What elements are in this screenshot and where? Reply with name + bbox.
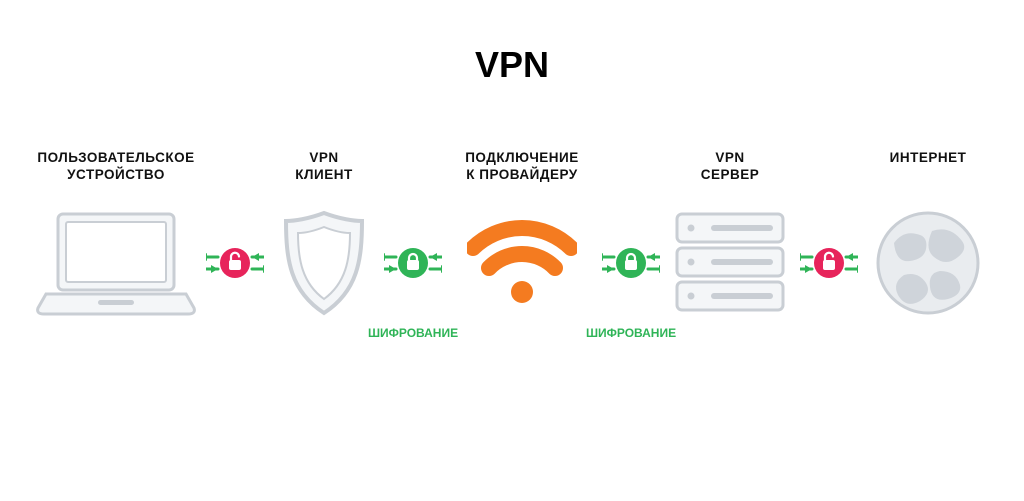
connector-device-client bbox=[206, 198, 264, 326]
label-line: КЛИЕНТ bbox=[295, 167, 352, 184]
wifi-icon-wrap bbox=[467, 198, 577, 328]
node-internet: ИНТЕРНЕТ bbox=[858, 150, 998, 328]
label-line: ИНТЕРНЕТ bbox=[890, 150, 967, 167]
connector-arrows bbox=[602, 198, 660, 328]
vpn-flow-diagram: ПОЛЬЗОВАТЕЛЬСКОЕУСТРОЙСТВО VPNКЛИЕНТ bbox=[0, 150, 1024, 340]
connector-arrows bbox=[384, 198, 442, 328]
node-server-label: VPNСЕРВЕР bbox=[701, 150, 760, 198]
node-client: VPNКЛИЕНТ bbox=[264, 150, 384, 328]
server-icon-wrap bbox=[671, 198, 789, 328]
label-line: VPN bbox=[701, 150, 760, 167]
server-icon bbox=[671, 208, 789, 318]
unlock-icon bbox=[206, 243, 264, 283]
node-device-label: ПОЛЬЗОВАТЕЛЬСКОЕУСТРОЙСТВО bbox=[37, 150, 194, 198]
lock-icon bbox=[384, 243, 442, 283]
node-client-label: VPNКЛИЕНТ bbox=[295, 150, 352, 198]
connector-label: ШИФРОВАНИЕ bbox=[586, 326, 676, 340]
connector-label: ШИФРОВАНИЕ bbox=[368, 326, 458, 340]
node-server: VPNСЕРВЕР bbox=[660, 150, 800, 328]
unlock-icon bbox=[800, 243, 858, 283]
connector-arrows bbox=[800, 198, 858, 328]
label-line: VPN bbox=[295, 150, 352, 167]
connector-arrows bbox=[206, 198, 264, 328]
globe-icon bbox=[874, 209, 982, 317]
shield-icon-wrap bbox=[280, 198, 368, 328]
connector-isp-server: ШИФРОВАНИЕ bbox=[602, 198, 660, 340]
label-line: К ПРОВАЙДЕРУ bbox=[465, 167, 579, 184]
laptop-icon bbox=[36, 208, 196, 318]
node-isp-label: ПОДКЛЮЧЕНИЕК ПРОВАЙДЕРУ bbox=[465, 150, 579, 198]
shield-icon bbox=[280, 209, 368, 317]
label-line: ПОЛЬЗОВАТЕЛЬСКОЕ bbox=[37, 150, 194, 167]
lock-icon bbox=[602, 243, 660, 283]
connector-server-internet bbox=[800, 198, 858, 326]
globe-icon-wrap bbox=[874, 198, 982, 328]
label-line: УСТРОЙСТВО bbox=[37, 167, 194, 184]
page-title: VPN bbox=[0, 44, 1024, 86]
connector-client-isp: ШИФРОВАНИЕ bbox=[384, 198, 442, 340]
wifi-icon bbox=[467, 218, 577, 308]
node-internet-label: ИНТЕРНЕТ bbox=[890, 150, 967, 198]
node-device: ПОЛЬЗОВАТЕЛЬСКОЕУСТРОЙСТВО bbox=[26, 150, 206, 328]
label-line: ПОДКЛЮЧЕНИЕ bbox=[465, 150, 579, 167]
node-isp: ПОДКЛЮЧЕНИЕК ПРОВАЙДЕРУ bbox=[442, 150, 602, 328]
label-line: СЕРВЕР bbox=[701, 167, 760, 184]
laptop-icon-wrap bbox=[36, 198, 196, 328]
